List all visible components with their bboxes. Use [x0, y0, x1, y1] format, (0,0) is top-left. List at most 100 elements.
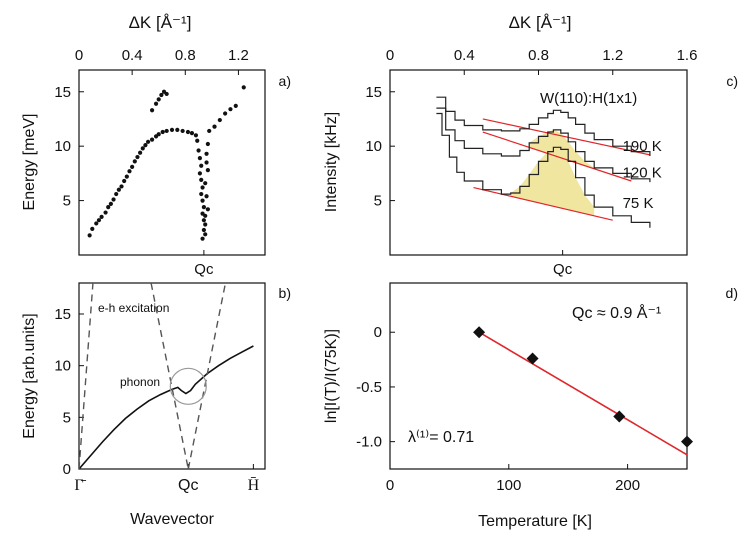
panel-b-x-ticks: Γ̄ Qc H̄: [74, 464, 260, 494]
panel-c-label: c): [726, 73, 738, 89]
data-point: [116, 187, 121, 192]
panel-a-frame: [78, 69, 266, 256]
y-tick-label: 5: [374, 193, 382, 210]
top-tick-label: 0: [75, 47, 83, 64]
data-point: [164, 128, 169, 134]
data-point: [189, 131, 195, 136]
x-tick-label: H̄: [248, 477, 260, 494]
panel-d-x-axis-label: Temperature [K]: [478, 513, 592, 530]
top-tick-label: 0: [386, 47, 394, 64]
data-point: [149, 108, 155, 113]
data-point: [223, 111, 228, 116]
data-point: [160, 129, 165, 135]
panel-c-y-axis-label: Intensity [kHz]: [323, 112, 340, 212]
intensity-curve: [436, 107, 651, 183]
panel-b-x-axis-label: Wavevector: [130, 511, 215, 528]
data-point: [197, 156, 202, 161]
temperature-label: 120 K: [623, 164, 662, 181]
panel-a-top-axis-label: ΔK [Å⁻¹]: [129, 13, 192, 32]
data-point: [164, 91, 169, 97]
data-point: [203, 213, 208, 218]
data-point: [200, 185, 205, 190]
temperature-label: 190 K: [623, 138, 662, 155]
data-point: [195, 138, 200, 143]
y-tick-label: 15: [54, 84, 71, 101]
panel-d-y-ticks: 0 -0.5 -1.0: [356, 324, 395, 451]
y-tick-label: -0.5: [356, 379, 382, 396]
data-point: [140, 146, 145, 151]
panel-c: ΔK [Å⁻¹] c) Intensity [kHz] W(110):H(1x1…: [323, 13, 738, 278]
panel-b-clipped: [79, 283, 254, 469]
data-point: [145, 139, 151, 144]
top-tick-label: 1.2: [602, 47, 623, 64]
data-point: [200, 198, 205, 203]
panel-b-label: b): [279, 285, 291, 301]
data-point: [203, 232, 208, 237]
data-point: [87, 233, 92, 238]
eh-excitation-line: [187, 283, 227, 469]
panel-b-frame: [78, 282, 266, 470]
y-tick-label: 15: [54, 306, 71, 323]
y-tick-label: 0: [374, 324, 382, 341]
data-point: [199, 191, 204, 197]
data-point: [180, 128, 185, 134]
data-point: [203, 222, 208, 227]
y-tick-label: 0: [63, 461, 71, 478]
data-point: [132, 159, 137, 164]
data-point: [111, 197, 116, 202]
y-tick-label: -1.0: [356, 434, 382, 451]
data-point: [204, 194, 209, 199]
data-point: [156, 97, 161, 102]
x-tick-label: 100: [496, 477, 521, 494]
top-tick-label: 0.8: [175, 47, 196, 64]
panel-d: d) ln[I(T)/I(75K)] Temperature [K] Qc ≈ …: [323, 282, 738, 530]
x-tick-label: 200: [615, 477, 640, 494]
data-point: [201, 227, 206, 233]
data-point: [203, 181, 208, 186]
data-point: [143, 142, 148, 148]
data-point: [199, 163, 204, 168]
data-point: [122, 178, 127, 184]
surface-annotation: W(110):H(1x1): [540, 90, 637, 107]
panel-c-y-ticks: 5 10 15: [365, 84, 395, 210]
lambda-annotation: λ⁽¹⁾= 0.71: [408, 429, 474, 446]
data-point: [205, 207, 210, 212]
fit-line: [478, 331, 688, 456]
data-point: [204, 160, 209, 165]
x-tick-label: Qc: [178, 477, 198, 494]
data-point: [526, 352, 539, 365]
data-point: [138, 150, 143, 155]
panel-a-label: a): [279, 73, 291, 89]
panel-d-plot: [473, 326, 693, 456]
y-tick-label: 15: [365, 84, 382, 101]
data-point: [201, 218, 206, 223]
background-line: [473, 186, 613, 221]
y-tick-label: 5: [63, 409, 71, 426]
data-point: [124, 174, 129, 179]
x-tick-label: Γ̄: [74, 477, 86, 494]
data-point: [217, 117, 222, 123]
y-tick-label: 5: [63, 193, 71, 210]
data-point: [613, 410, 626, 423]
top-tick-label: 0.4: [122, 47, 143, 64]
qc-value-annotation: Qc ≈ 0.9 Å⁻¹: [572, 303, 661, 322]
data-point: [473, 326, 486, 339]
y-tick-label: 10: [54, 358, 71, 375]
data-point: [99, 214, 104, 220]
data-point: [90, 226, 95, 231]
top-tick-label: 1.2: [228, 47, 249, 64]
data-point: [241, 85, 246, 90]
panel-d-label: d): [726, 285, 738, 301]
data-point: [175, 127, 180, 132]
data-point: [196, 148, 201, 153]
intensity-curve: [436, 96, 651, 156]
data-point: [108, 201, 113, 206]
panel-c-top-ticks: 0 0.4 0.8 1.2 1.6: [386, 47, 697, 75]
y-tick-label: 10: [365, 138, 382, 155]
data-point: [159, 92, 164, 98]
panel-a-points: [87, 85, 246, 241]
panel-b: b) Energy [arb.units] Wavevector e-h exc…: [21, 282, 291, 528]
top-tick-label: 0.4: [454, 47, 475, 64]
panel-a-y-ticks: 5 10 15: [54, 84, 84, 210]
panel-a-y-axis-label: Energy [meV]: [21, 114, 38, 211]
